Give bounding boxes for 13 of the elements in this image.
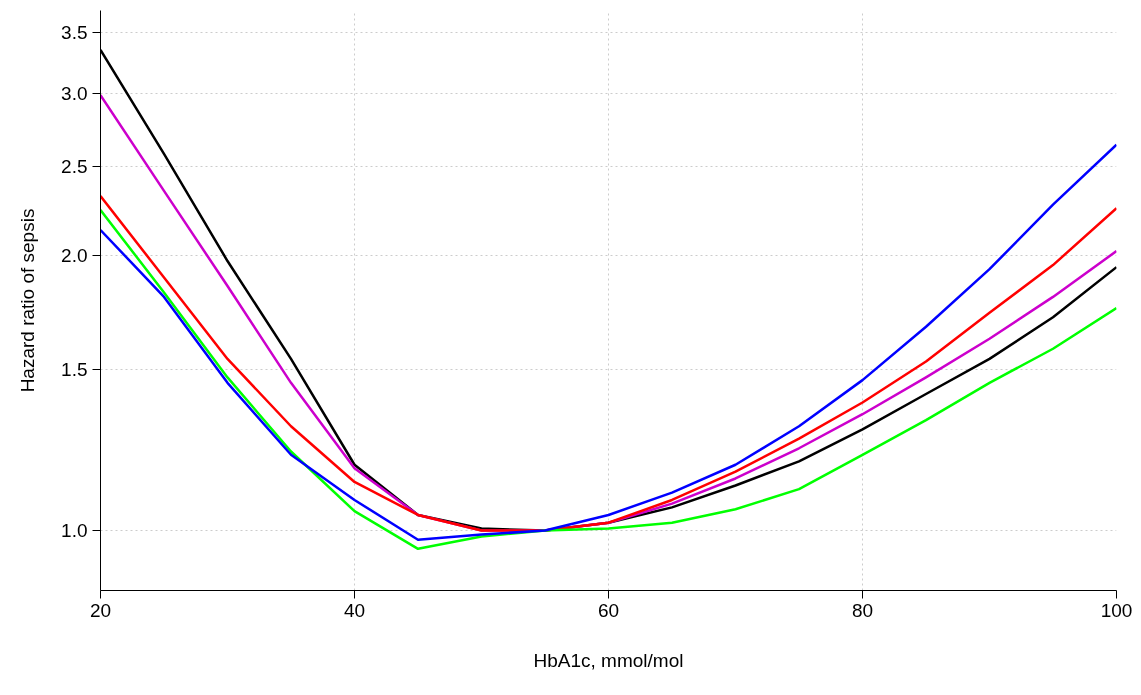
- y-axis-title: Hazard ratio of sepsis: [17, 208, 39, 393]
- y-tick-label: 1.5: [61, 358, 88, 380]
- x-tick-label: 40: [343, 599, 366, 621]
- y-tick-label: 2.5: [61, 155, 88, 177]
- y-tick-label: 3.5: [61, 22, 88, 44]
- y-tick-label: 3.0: [61, 83, 88, 105]
- x-tick-label: 80: [851, 599, 874, 621]
- y-tick-label: 2.0: [61, 244, 88, 266]
- x-tick-label: 20: [89, 599, 112, 621]
- x-tick-label: 100: [1100, 599, 1133, 621]
- x-tick-label: 60: [597, 599, 620, 621]
- x-axis-title: HbA1c, mmol/mol: [533, 649, 684, 671]
- y-tick-label: 1.0: [61, 520, 88, 542]
